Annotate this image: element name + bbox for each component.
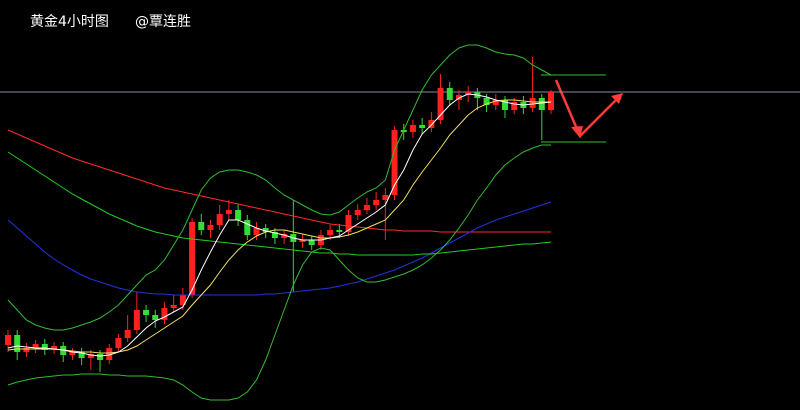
chart-title: 黄金4小时图: [30, 13, 109, 30]
chart-author: @覃连胜: [135, 14, 191, 30]
forecast-arrow: [554, 79, 621, 139]
candle-body: [41, 344, 48, 350]
candle-body: [483, 98, 490, 105]
candle-body: [189, 222, 196, 295]
candle-body: [216, 214, 223, 225]
candle-body: [124, 330, 131, 338]
indicator-line: [7, 93, 552, 357]
indicator-line: [7, 201, 552, 296]
candle-body: [14, 335, 21, 352]
candle-body: [133, 310, 140, 330]
candle-body: [262, 228, 269, 232]
candle-body: [299, 240, 306, 242]
indicator-line: [7, 129, 551, 233]
candle-body: [345, 215, 352, 232]
arrow-head: [611, 93, 623, 104]
candle-body: [5, 335, 11, 345]
indicator-line: [7, 44, 552, 331]
candle-body: [207, 225, 214, 230]
candle-body: [23, 348, 30, 352]
candle-body: [152, 315, 159, 320]
candle-body: [511, 102, 518, 110]
indicator-line: [7, 99, 551, 354]
candle-body: [161, 308, 168, 320]
candle-body: [87, 354, 94, 358]
candle-body: [336, 230, 343, 232]
candle-body: [492, 100, 499, 105]
candle-body: [235, 210, 242, 220]
candle-body: [143, 310, 150, 315]
candle-body: [51, 346, 58, 350]
candle-body: [446, 88, 453, 100]
candle-body: [69, 352, 76, 355]
candle-body: [428, 120, 435, 128]
candle-body: [271, 232, 278, 238]
candle-body: [281, 234, 288, 238]
candle-body: [327, 230, 334, 235]
indicator-line: [7, 144, 551, 401]
candle-body: [115, 338, 122, 348]
candle-body: [548, 92, 554, 110]
candle-body: [529, 98, 536, 108]
candle-body: [179, 295, 186, 305]
candle-body: [501, 100, 508, 110]
candle-body: [32, 344, 39, 348]
candle-body: [391, 130, 398, 195]
candle-body: [225, 210, 232, 214]
arrow-head: [571, 126, 583, 138]
candle-body: [382, 195, 389, 200]
candle-body: [373, 200, 380, 205]
candle-body: [409, 125, 416, 132]
candle-body: [354, 210, 361, 215]
candle-body: [538, 98, 545, 110]
candle-body: [363, 205, 370, 210]
candle-body: [106, 348, 113, 360]
annotations: [541, 74, 623, 143]
candle-body: [437, 88, 444, 120]
indicator-line: [7, 151, 552, 256]
candle-body: [198, 222, 205, 230]
candle-body: [308, 240, 315, 245]
candle-body: [253, 228, 260, 235]
candle-body: [419, 125, 426, 128]
candle-body: [170, 305, 177, 308]
candle-body: [97, 354, 104, 360]
candle-body: [78, 352, 85, 358]
candle-body: [244, 220, 251, 235]
